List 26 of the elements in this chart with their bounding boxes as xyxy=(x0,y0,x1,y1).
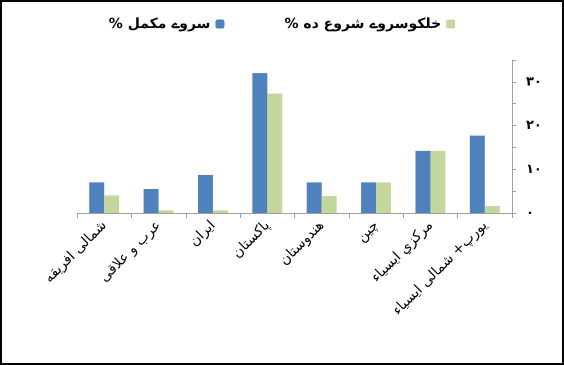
bar xyxy=(415,150,430,213)
x-tick-label: پاکستان xyxy=(229,217,274,262)
legend-label: % سروے مکمل xyxy=(108,16,210,32)
bar xyxy=(430,150,446,213)
bar xyxy=(361,182,376,213)
bar xyxy=(267,94,282,213)
x-tick-label: هندوستان xyxy=(276,217,328,268)
x-tick-label: ایران xyxy=(186,217,219,250)
bar xyxy=(484,206,500,213)
bar xyxy=(470,136,485,213)
bar xyxy=(158,210,174,213)
y-tick-label: ٠ xyxy=(526,206,534,220)
bar xyxy=(144,188,159,213)
bar xyxy=(376,182,392,213)
y-tick-label: ٢٠ xyxy=(526,118,542,134)
legend-label: % خلکوسروے شروع ده xyxy=(284,16,442,32)
bar xyxy=(252,73,268,213)
bar xyxy=(212,210,228,213)
x-tick-label: چین xyxy=(354,217,382,246)
bar xyxy=(104,196,120,213)
bar xyxy=(306,182,322,213)
bar xyxy=(198,174,213,213)
bar xyxy=(89,182,104,213)
y-tick-label: ١٠ xyxy=(526,162,542,177)
y-tick-label: ٣٠ xyxy=(526,74,542,90)
bar xyxy=(322,196,337,213)
